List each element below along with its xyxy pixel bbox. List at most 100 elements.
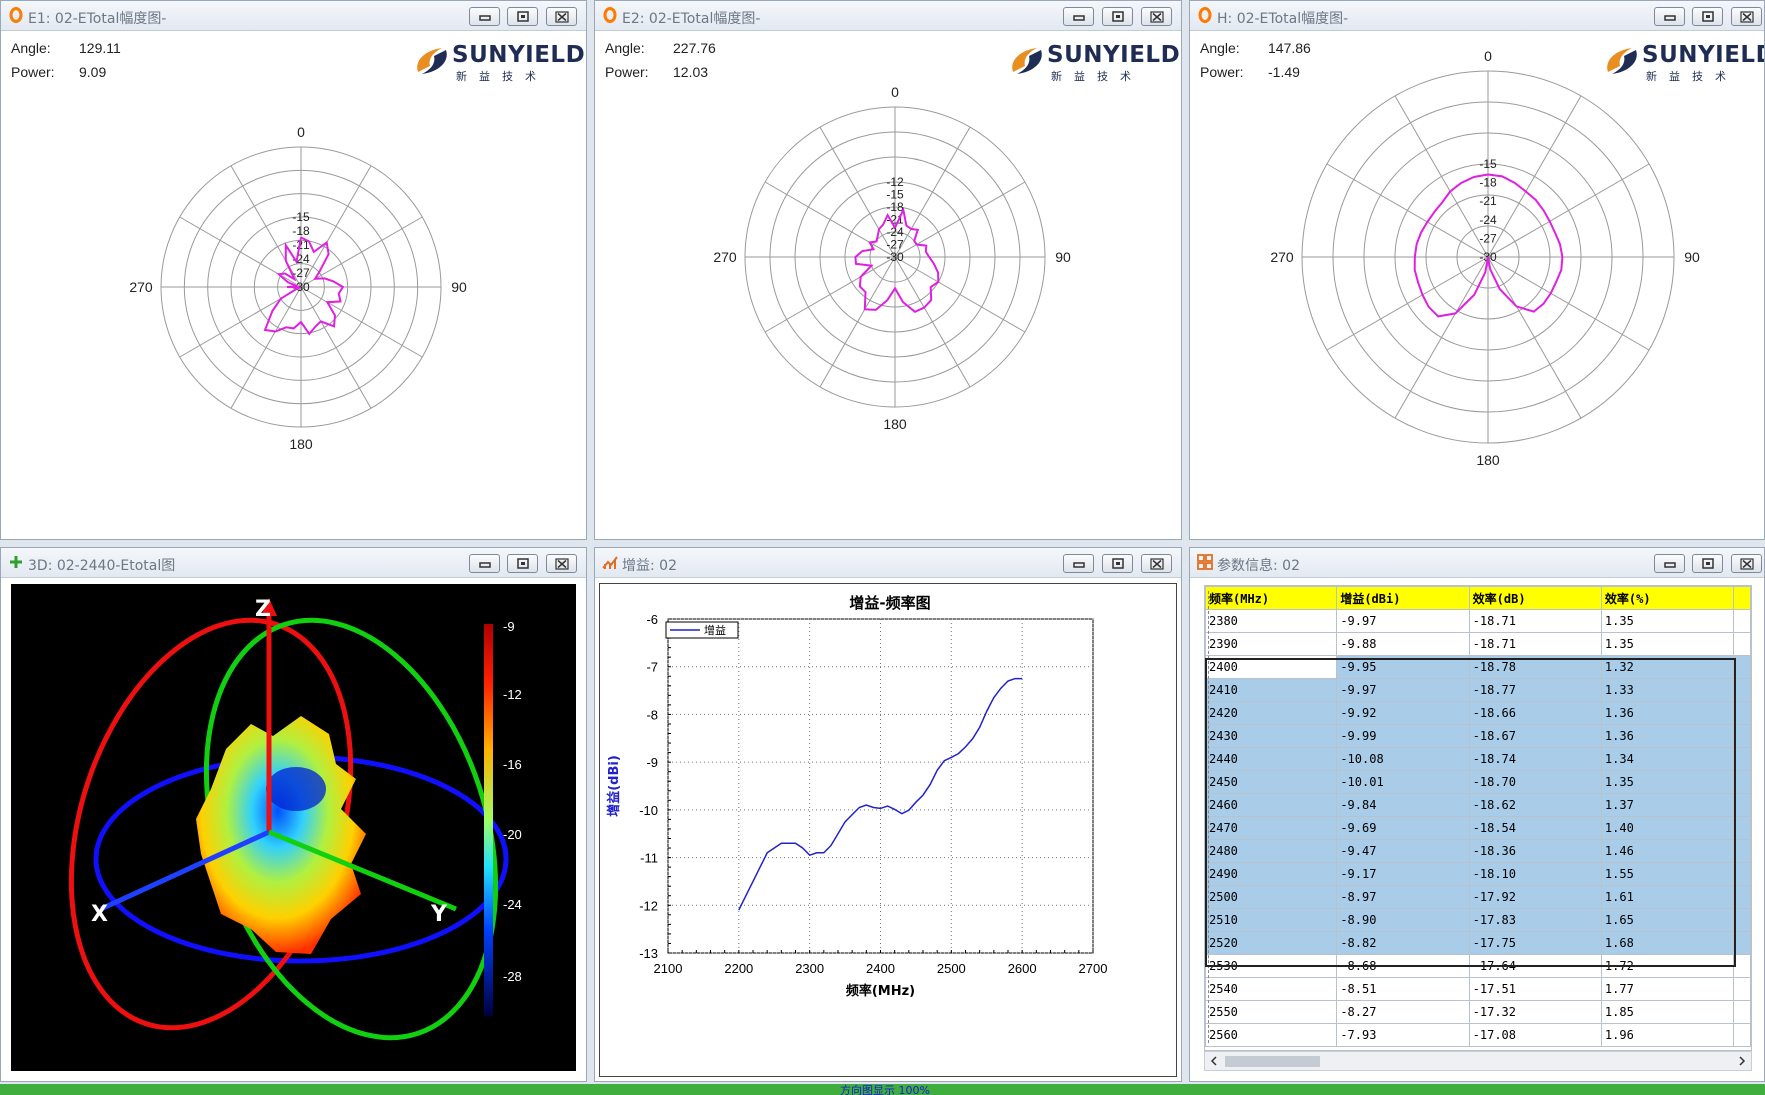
table-cell[interactable]: -18.66 [1468, 701, 1602, 725]
table-cell[interactable]: -8.51 [1336, 977, 1470, 1001]
table-cell[interactable]: 1.77 [1600, 977, 1735, 1001]
minimize-button[interactable] [1654, 7, 1685, 26]
close-button[interactable] [1141, 554, 1172, 573]
table-row[interactable]: 2460 -9.84 -18.62 1.37 [1205, 793, 1751, 817]
horizontal-scrollbar[interactable] [1204, 1051, 1752, 1071]
table-cell[interactable]: 1.34 [1600, 747, 1735, 771]
table-cell[interactable]: 2440 [1205, 747, 1338, 771]
table-cell[interactable]: -9.99 [1336, 724, 1470, 748]
maximize-button[interactable] [1692, 554, 1723, 573]
table-cell[interactable]: 2400 [1205, 655, 1338, 679]
table-row[interactable]: 2550 -8.27 -17.32 1.85 [1205, 1000, 1751, 1024]
table-cell[interactable]: -18.62 [1468, 793, 1602, 817]
table-row[interactable]: 2510 -8.90 -17.83 1.65 [1205, 908, 1751, 932]
table-cell[interactable]: -8.97 [1336, 885, 1470, 909]
maximize-button[interactable] [1102, 7, 1133, 26]
table-cell[interactable]: -18.70 [1468, 770, 1602, 794]
table-row[interactable]: 2540 -8.51 -17.51 1.77 [1205, 977, 1751, 1001]
close-button[interactable] [1731, 554, 1762, 573]
table-cell[interactable]: -18.74 [1468, 747, 1602, 771]
table-cell[interactable]: 1.32 [1600, 655, 1735, 679]
params-table-viewport[interactable]: 频率(MHz) 增益(dBi) 效率(dB) 效率(%) 2380 -9.97 -18.7… [1204, 585, 1752, 1051]
table-cell[interactable]: 2480 [1205, 839, 1338, 863]
table-cell[interactable]: 2420 [1205, 701, 1338, 725]
minimize-button[interactable] [1063, 554, 1094, 573]
table-cell[interactable]: -18.54 [1468, 816, 1602, 840]
table-cell[interactable]: 1.55 [1600, 862, 1735, 886]
maximize-button[interactable] [507, 7, 538, 26]
close-button[interactable] [1141, 7, 1172, 26]
table-cell[interactable]: 2510 [1205, 908, 1338, 932]
scroll-left-icon[interactable] [1207, 1052, 1221, 1070]
table-cell[interactable]: 2520 [1205, 931, 1338, 955]
table-cell[interactable]: -9.92 [1336, 701, 1470, 725]
minimize-button[interactable] [469, 554, 500, 573]
table-cell[interactable]: 1.35 [1600, 770, 1735, 794]
table-cell[interactable]: 2540 [1205, 977, 1338, 1001]
table-cell[interactable]: -17.08 [1468, 1023, 1602, 1047]
close-button[interactable] [1731, 7, 1762, 26]
table-cell[interactable]: -17.64 [1468, 954, 1602, 978]
table-cell[interactable]: 2470 [1205, 816, 1338, 840]
table-cell[interactable]: 2430 [1205, 724, 1338, 748]
table-cell[interactable]: -17.51 [1468, 977, 1602, 1001]
table-cell[interactable]: 1.35 [1600, 632, 1735, 656]
table-cell[interactable]: 2450 [1205, 770, 1338, 794]
table-cell[interactable]: -18.71 [1468, 632, 1602, 656]
table-cell[interactable]: -18.10 [1468, 862, 1602, 886]
table-row[interactable]: 2450 -10.01 -18.70 1.35 [1205, 770, 1751, 794]
table-cell[interactable]: 1.33 [1600, 678, 1735, 702]
table-header-cell[interactable]: 效率(%) [1600, 586, 1735, 610]
table-row[interactable]: 2380 -9.97 -18.71 1.35 [1205, 609, 1751, 633]
table-row[interactable]: 2560 -7.93 -17.08 1.96 [1205, 1023, 1751, 1047]
table-cell[interactable]: 1.61 [1600, 885, 1735, 909]
3d-viewport[interactable]: Z X Y -9 -12 -16 -20 -24 -28 [11, 584, 576, 1071]
table-cell[interactable]: -17.92 [1468, 885, 1602, 909]
table-cell[interactable]: 2550 [1205, 1000, 1338, 1024]
table-row[interactable]: 2430 -9.99 -18.67 1.36 [1205, 724, 1751, 748]
table-cell[interactable]: 2560 [1205, 1023, 1338, 1047]
table-row[interactable]: 2440 -10.08 -18.74 1.34 [1205, 747, 1751, 771]
table-cell[interactable]: -17.83 [1468, 908, 1602, 932]
table-row[interactable]: 2420 -9.92 -18.66 1.36 [1205, 701, 1751, 725]
table-cell[interactable]: 1.36 [1600, 701, 1735, 725]
table-cell[interactable]: -18.71 [1468, 609, 1602, 633]
table-cell[interactable]: -8.68 [1336, 954, 1470, 978]
table-cell[interactable]: -9.97 [1336, 678, 1470, 702]
table-cell[interactable]: -10.08 [1336, 747, 1470, 771]
table-row[interactable]: 2500 -8.97 -17.92 1.61 [1205, 885, 1751, 909]
minimize-button[interactable] [469, 7, 500, 26]
table-cell[interactable]: 2490 [1205, 862, 1338, 886]
table-cell[interactable]: 1.37 [1600, 793, 1735, 817]
table-cell[interactable]: -8.82 [1336, 931, 1470, 955]
table-cell[interactable]: -8.90 [1336, 908, 1470, 932]
table-cell[interactable]: 1.72 [1600, 954, 1735, 978]
scroll-right-icon[interactable] [1735, 1052, 1749, 1070]
minimize-button[interactable] [1063, 7, 1094, 26]
table-header-cell[interactable]: 频率(MHz) [1205, 586, 1338, 610]
table-cell[interactable]: 1.35 [1600, 609, 1735, 633]
table-cell[interactable]: 1.65 [1600, 908, 1735, 932]
table-cell[interactable]: 2380 [1205, 609, 1338, 633]
minimize-button[interactable] [1654, 554, 1685, 573]
params-table[interactable]: 频率(MHz) 增益(dBi) 效率(dB) 效率(%) 2380 -9.97 -18.7… [1205, 586, 1751, 1047]
table-cell[interactable]: -18.78 [1468, 655, 1602, 679]
table-cell[interactable]: 2390 [1205, 632, 1338, 656]
table-cell[interactable]: -9.88 [1336, 632, 1470, 656]
table-row[interactable]: 2400 -9.95 -18.78 1.32 [1205, 655, 1751, 679]
table-cell[interactable]: -17.75 [1468, 931, 1602, 955]
table-cell[interactable]: 1.68 [1600, 931, 1735, 955]
table-row[interactable]: 2480 -9.47 -18.36 1.46 [1205, 839, 1751, 863]
table-row[interactable]: 2490 -9.17 -18.10 1.55 [1205, 862, 1751, 886]
table-cell[interactable]: -8.27 [1336, 1000, 1470, 1024]
table-cell[interactable]: 1.40 [1600, 816, 1735, 840]
table-cell[interactable]: -17.32 [1468, 1000, 1602, 1024]
table-header-cell[interactable]: 效率(dB) [1468, 586, 1602, 610]
table-cell[interactable]: -9.69 [1336, 816, 1470, 840]
table-cell[interactable]: 2500 [1205, 885, 1338, 909]
table-row[interactable]: 2470 -9.69 -18.54 1.40 [1205, 816, 1751, 840]
table-cell[interactable]: -9.95 [1336, 655, 1470, 679]
table-cell[interactable]: -9.97 [1336, 609, 1470, 633]
table-cell[interactable]: 2460 [1205, 793, 1338, 817]
maximize-button[interactable] [507, 554, 538, 573]
